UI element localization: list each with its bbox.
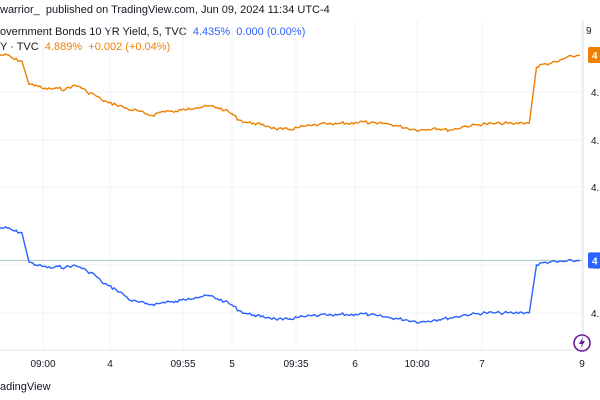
time-axis-tick-label: 09:00: [30, 359, 55, 370]
price-axis-tick-label: 4.: [591, 309, 599, 320]
time-axis-tick-label: 7: [479, 359, 485, 370]
lightning-logo-icon[interactable]: [573, 334, 591, 352]
time-axis-tick-label: 09:55: [170, 359, 195, 370]
series-line-blue: [0, 225, 581, 324]
time-axis-tick-label: 9: [579, 359, 585, 370]
legend-series-2-change: +0.002 (+0.04%): [88, 41, 171, 53]
legend-series-1-name: overnment Bonds 10 YR Yield, 5, TVC: [0, 26, 187, 38]
price-axis[interactable]: 4.4.4.4.4.: [591, 88, 599, 320]
legend-series-2-name: Y · TVC: [0, 41, 39, 53]
legend-series-2[interactable]: Y · TVC 4.889% +0.002 (+0.04%): [0, 39, 600, 55]
price-label-orange-text: 4: [592, 51, 598, 62]
footer-brand-text: adingView: [0, 381, 51, 393]
legend-series-1-value: 4.435%: [192, 26, 231, 38]
time-axis-tick-label: 6: [352, 359, 358, 370]
time-axis-tick-label: 09:35: [283, 359, 308, 370]
time-axis-tick-label: 4: [107, 359, 113, 370]
top-right-label: 9: [586, 26, 592, 37]
time-axis-tick-label: 5: [229, 359, 235, 370]
price-label-blue-text: 4: [592, 256, 598, 267]
price-axis-tick-label: 4.: [591, 88, 599, 99]
time-axis[interactable]: 09:00 4 09:55 5 09:35 6 10:00 7 9: [30, 359, 585, 370]
price-label-orange: 4: [588, 47, 600, 63]
price-axis-tick-label: 4.: [591, 136, 599, 147]
price-label-blue: 4: [588, 252, 600, 269]
publish-header: warrior_ published on TradingView.com, J…: [0, 0, 600, 20]
publish-header-text: warrior_ published on TradingView.com, J…: [0, 4, 330, 16]
price-axis-tick-label: 4.: [591, 183, 599, 194]
time-axis-tick-label: 10:00: [404, 359, 429, 370]
footer-brand[interactable]: adingView: [0, 378, 51, 396]
series-line-orange: [0, 52, 581, 133]
chart-grid: [0, 20, 583, 350]
legend-series-2-value: 4.889%: [44, 41, 83, 53]
